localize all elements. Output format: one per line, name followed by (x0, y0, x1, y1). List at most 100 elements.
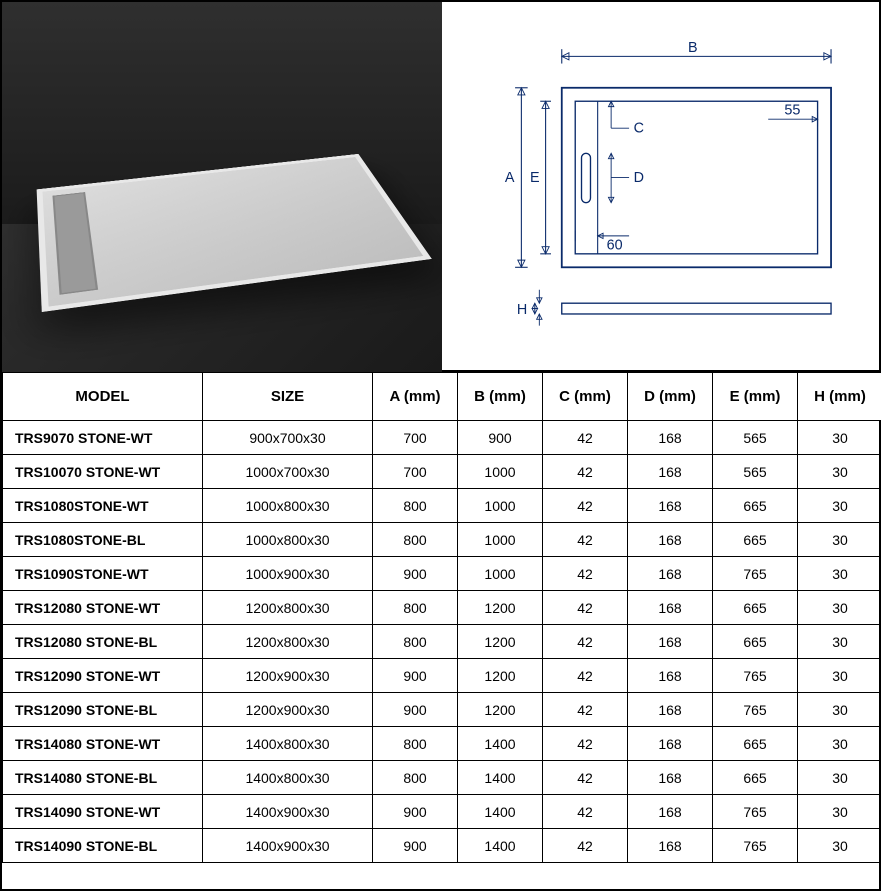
cell-model: TRS14090 STONE-WT (3, 795, 203, 829)
th-a: A (mm) (373, 373, 458, 421)
cell-size: 1200x900x30 (203, 659, 373, 693)
cell-e: 665 (713, 727, 798, 761)
cell-model: TRS14080 STONE-WT (3, 727, 203, 761)
cell-e: 765 (713, 829, 798, 863)
th-b: B (mm) (458, 373, 543, 421)
table-row: TRS1080STONE-WT1000x800x3080010004216866… (3, 489, 881, 523)
table-row: TRS14080 STONE-WT1400x800x30800140042168… (3, 727, 881, 761)
cell-d: 168 (628, 591, 713, 625)
table-row: TRS14090 STONE-BL1400x900x30900140042168… (3, 829, 881, 863)
cell-d: 168 (628, 523, 713, 557)
cell-size: 1000x900x30 (203, 557, 373, 591)
cell-a: 900 (373, 557, 458, 591)
cell-c: 42 (543, 557, 628, 591)
label-a: A (505, 170, 515, 186)
cell-h: 30 (798, 489, 881, 523)
diagram-svg: B A E C (472, 22, 849, 360)
cell-h: 30 (798, 693, 881, 727)
cell-size: 1400x800x30 (203, 727, 373, 761)
cell-d: 168 (628, 421, 713, 455)
cell-size: 1200x900x30 (203, 693, 373, 727)
cell-size: 1400x900x30 (203, 829, 373, 863)
cell-d: 168 (628, 693, 713, 727)
cell-b: 1000 (458, 523, 543, 557)
cell-h: 30 (798, 625, 881, 659)
th-e: E (mm) (713, 373, 798, 421)
cell-h: 30 (798, 727, 881, 761)
product-render (2, 2, 442, 372)
label-d: D (634, 170, 644, 186)
cell-e: 665 (713, 625, 798, 659)
cell-e: 765 (713, 659, 798, 693)
cell-model: TRS1080STONE-WT (3, 489, 203, 523)
cell-a: 700 (373, 455, 458, 489)
cell-d: 168 (628, 489, 713, 523)
cell-h: 30 (798, 523, 881, 557)
cell-size: 1400x800x30 (203, 761, 373, 795)
cell-e: 765 (713, 693, 798, 727)
label-c: C (634, 121, 644, 137)
cell-e: 665 (713, 591, 798, 625)
table-row: TRS12080 STONE-WT1200x800x30800120042168… (3, 591, 881, 625)
cell-b: 1200 (458, 625, 543, 659)
cell-c: 42 (543, 489, 628, 523)
cell-model: TRS9070 STONE-WT (3, 421, 203, 455)
cell-h: 30 (798, 795, 881, 829)
cell-model: TRS12080 STONE-WT (3, 591, 203, 625)
cell-h: 30 (798, 557, 881, 591)
cell-model: TRS1080STONE-BL (3, 523, 203, 557)
cell-h: 30 (798, 659, 881, 693)
cell-model: TRS12090 STONE-BL (3, 693, 203, 727)
cell-size: 900x700x30 (203, 421, 373, 455)
label-e: E (530, 170, 540, 186)
table-header-row: MODEL SIZE A (mm) B (mm) C (mm) D (mm) E… (3, 373, 881, 421)
cell-b: 1400 (458, 761, 543, 795)
cell-d: 168 (628, 829, 713, 863)
cell-d: 168 (628, 625, 713, 659)
top-section: B A E C (2, 2, 879, 372)
cell-e: 565 (713, 421, 798, 455)
cell-model: TRS1090STONE-WT (3, 557, 203, 591)
cell-size: 1200x800x30 (203, 625, 373, 659)
cell-c: 42 (543, 761, 628, 795)
cell-b: 1200 (458, 659, 543, 693)
cell-b: 1200 (458, 693, 543, 727)
table-row: TRS12090 STONE-WT1200x900x30900120042168… (3, 659, 881, 693)
cell-a: 900 (373, 795, 458, 829)
cell-a: 700 (373, 421, 458, 455)
cell-model: TRS10070 STONE-WT (3, 455, 203, 489)
cell-c: 42 (543, 659, 628, 693)
table-row: TRS10070 STONE-WT1000x700x30700100042168… (3, 455, 881, 489)
cell-h: 30 (798, 591, 881, 625)
cell-h: 30 (798, 421, 881, 455)
spec-table: MODEL SIZE A (mm) B (mm) C (mm) D (mm) E… (2, 372, 881, 863)
label-60: 60 (607, 237, 623, 253)
cell-e: 765 (713, 795, 798, 829)
cell-a: 800 (373, 591, 458, 625)
table-row: TRS9070 STONE-WT900x700x3070090042168565… (3, 421, 881, 455)
cell-c: 42 (543, 727, 628, 761)
cell-e: 665 (713, 523, 798, 557)
cell-c: 42 (543, 693, 628, 727)
cell-c: 42 (543, 625, 628, 659)
cell-a: 800 (373, 761, 458, 795)
cell-a: 800 (373, 625, 458, 659)
cell-d: 168 (628, 659, 713, 693)
cell-size: 1000x800x30 (203, 489, 373, 523)
table-row: TRS1080STONE-BL1000x800x3080010004216866… (3, 523, 881, 557)
cell-a: 900 (373, 659, 458, 693)
cell-a: 800 (373, 523, 458, 557)
cell-b: 900 (458, 421, 543, 455)
cell-d: 168 (628, 795, 713, 829)
cell-b: 1400 (458, 795, 543, 829)
table-row: TRS14090 STONE-WT1400x900x30900140042168… (3, 795, 881, 829)
cell-h: 30 (798, 761, 881, 795)
th-h: H (mm) (798, 373, 881, 421)
cell-size: 1200x800x30 (203, 591, 373, 625)
table-row: TRS14080 STONE-BL1400x800x30800140042168… (3, 761, 881, 795)
cell-e: 665 (713, 761, 798, 795)
cell-h: 30 (798, 455, 881, 489)
th-model: MODEL (3, 373, 203, 421)
th-c: C (mm) (543, 373, 628, 421)
cell-b: 1000 (458, 557, 543, 591)
